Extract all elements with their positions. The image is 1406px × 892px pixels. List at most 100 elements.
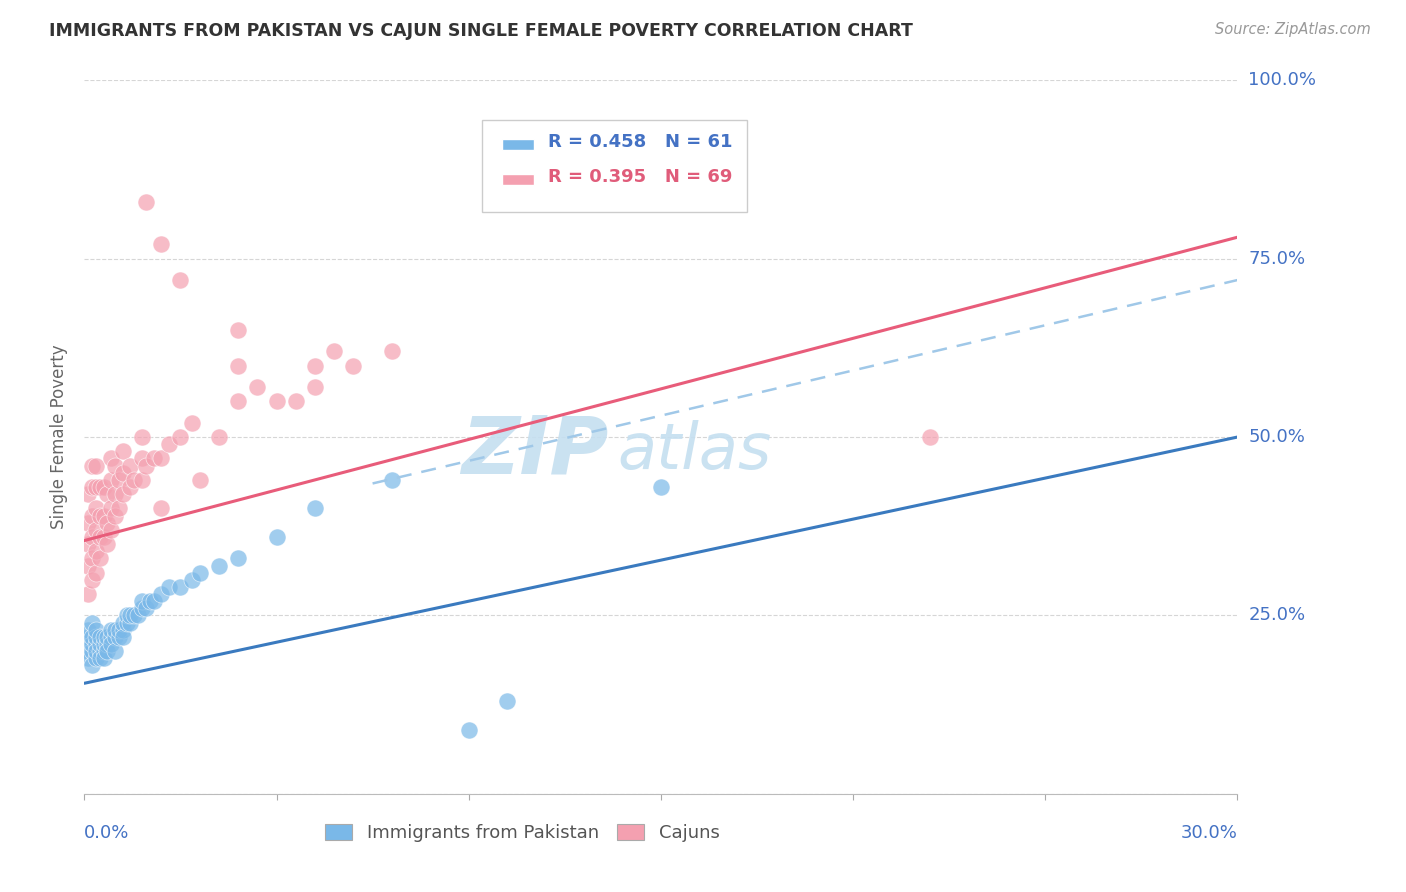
- Text: 75.0%: 75.0%: [1249, 250, 1306, 268]
- Text: ZIP: ZIP: [461, 412, 609, 491]
- Point: [342, 359, 364, 373]
- Point: [96, 537, 118, 551]
- FancyBboxPatch shape: [502, 139, 534, 150]
- Point: [84, 566, 107, 580]
- Point: [150, 501, 173, 516]
- Point: [131, 594, 153, 608]
- Point: [188, 473, 211, 487]
- Point: [104, 458, 127, 473]
- Text: 50.0%: 50.0%: [1249, 428, 1305, 446]
- Point: [80, 530, 103, 544]
- Point: [226, 359, 249, 373]
- Point: [77, 637, 100, 651]
- Point: [111, 444, 134, 458]
- Point: [100, 523, 122, 537]
- Point: [304, 501, 326, 516]
- Point: [80, 644, 103, 658]
- Point: [80, 573, 103, 587]
- Point: [96, 487, 118, 501]
- Point: [104, 508, 127, 523]
- Point: [100, 473, 122, 487]
- Point: [96, 516, 118, 530]
- Point: [84, 544, 107, 558]
- Point: [208, 558, 231, 573]
- Point: [120, 608, 142, 623]
- Point: [650, 480, 672, 494]
- Point: [111, 487, 134, 501]
- Point: [89, 508, 111, 523]
- Point: [100, 637, 122, 651]
- Point: [80, 508, 103, 523]
- Point: [111, 623, 134, 637]
- Legend: Immigrants from Pakistan, Cajuns: Immigrants from Pakistan, Cajuns: [318, 816, 727, 849]
- Point: [93, 630, 115, 644]
- Point: [80, 658, 103, 673]
- Point: [77, 516, 100, 530]
- Text: Source: ZipAtlas.com: Source: ZipAtlas.com: [1215, 22, 1371, 37]
- Point: [918, 430, 941, 444]
- Point: [120, 615, 142, 630]
- Point: [100, 451, 122, 466]
- Point: [108, 630, 131, 644]
- Point: [80, 458, 103, 473]
- Point: [89, 637, 111, 651]
- Point: [108, 473, 131, 487]
- FancyBboxPatch shape: [502, 174, 534, 186]
- Point: [89, 651, 111, 665]
- Point: [142, 451, 165, 466]
- Text: atlas: atlas: [617, 420, 772, 483]
- Point: [84, 630, 107, 644]
- Point: [93, 637, 115, 651]
- Point: [84, 637, 107, 651]
- Point: [135, 458, 157, 473]
- Point: [131, 430, 153, 444]
- Point: [142, 594, 165, 608]
- Point: [93, 644, 115, 658]
- Point: [120, 480, 142, 494]
- Point: [104, 644, 127, 658]
- Point: [208, 430, 231, 444]
- Point: [77, 487, 100, 501]
- Point: [77, 587, 100, 601]
- Point: [120, 458, 142, 473]
- Point: [135, 194, 157, 209]
- Point: [84, 644, 107, 658]
- Point: [84, 623, 107, 637]
- Point: [84, 458, 107, 473]
- Point: [93, 530, 115, 544]
- Point: [169, 580, 191, 594]
- Point: [138, 594, 160, 608]
- Point: [131, 473, 153, 487]
- Text: R = 0.395   N = 69: R = 0.395 N = 69: [548, 168, 733, 186]
- Point: [381, 344, 404, 359]
- Point: [77, 537, 100, 551]
- Text: 25.0%: 25.0%: [1249, 607, 1306, 624]
- Point: [80, 615, 103, 630]
- Point: [150, 451, 173, 466]
- Point: [100, 630, 122, 644]
- Point: [80, 630, 103, 644]
- Point: [150, 587, 173, 601]
- Point: [89, 480, 111, 494]
- Point: [131, 451, 153, 466]
- Point: [181, 416, 204, 430]
- Point: [89, 530, 111, 544]
- Point: [104, 630, 127, 644]
- Point: [457, 723, 479, 737]
- Point: [104, 623, 127, 637]
- Point: [246, 380, 269, 394]
- Point: [89, 551, 111, 566]
- Point: [77, 644, 100, 658]
- Text: IMMIGRANTS FROM PAKISTAN VS CAJUN SINGLE FEMALE POVERTY CORRELATION CHART: IMMIGRANTS FROM PAKISTAN VS CAJUN SINGLE…: [49, 22, 912, 40]
- Point: [84, 501, 107, 516]
- Point: [188, 566, 211, 580]
- Point: [108, 501, 131, 516]
- Point: [131, 601, 153, 615]
- Point: [84, 651, 107, 665]
- Text: 30.0%: 30.0%: [1181, 824, 1237, 842]
- Point: [150, 237, 173, 252]
- Point: [104, 487, 127, 501]
- Point: [284, 394, 307, 409]
- Point: [226, 323, 249, 337]
- Point: [111, 466, 134, 480]
